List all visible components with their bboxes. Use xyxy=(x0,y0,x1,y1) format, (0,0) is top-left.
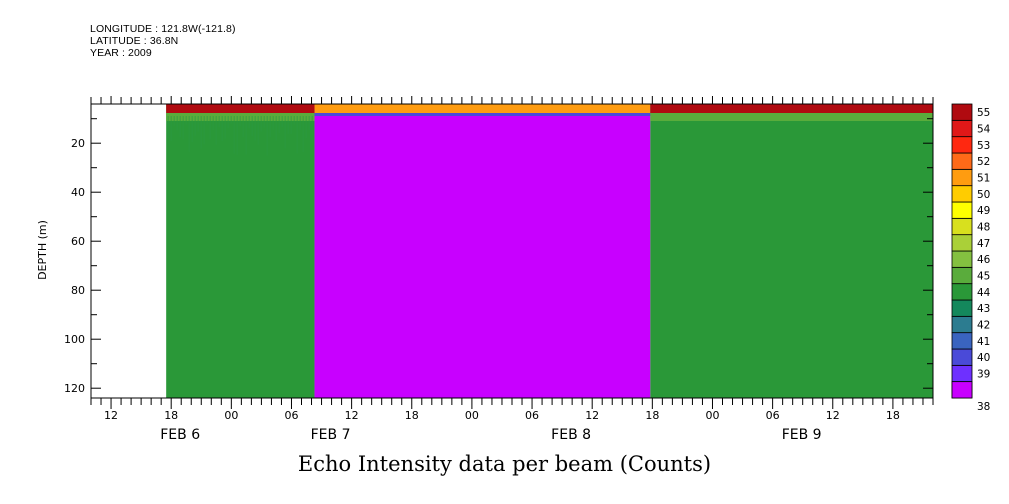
x-tick-label: 18 xyxy=(645,409,659,422)
colorbar-swatch xyxy=(951,381,973,399)
colorbar-swatch xyxy=(951,283,973,301)
colorbar-label: 42 xyxy=(977,320,990,332)
date-label: FEB 7 xyxy=(311,427,351,443)
colorbar-swatch xyxy=(951,332,973,350)
y-axis-label: DEPTH (m) xyxy=(36,220,49,280)
colorbar-label: 52 xyxy=(977,156,990,168)
colorbar-label: 48 xyxy=(977,222,990,234)
y-tick-label: 120 xyxy=(64,382,85,395)
y-tick-label: 60 xyxy=(71,235,85,248)
latitude-label: LATITUDE : 36.8N xyxy=(90,35,179,47)
colorbar-swatch xyxy=(951,201,973,219)
colorbar-swatch xyxy=(951,185,973,203)
metadata-block: LONGITUDE : 121.8W(-121.8) LATITUDE : 36… xyxy=(90,23,236,59)
colorbar-swatch xyxy=(951,266,973,285)
heatmap-block-2 xyxy=(314,104,651,398)
x-tick-label: 18 xyxy=(886,409,900,422)
x-tick-label: 18 xyxy=(164,409,178,422)
colorbar-swatch xyxy=(951,136,973,154)
x-tick-label: 00 xyxy=(705,409,719,422)
colorbar-swatch xyxy=(951,152,973,170)
x-tick-label: 06 xyxy=(766,409,780,422)
y-tick-label: 100 xyxy=(64,333,85,346)
colorbar-swatch xyxy=(951,217,973,236)
y-tick-label: 40 xyxy=(71,186,85,199)
colorbar-label: 38 xyxy=(977,401,990,413)
heatmap-block-1 xyxy=(166,104,315,398)
subsurface-band-3 xyxy=(650,113,933,121)
colorbar-swatch xyxy=(951,299,973,317)
colorbar-swatch xyxy=(951,348,973,366)
x-axis: 12 18 00 06 12 18 00 06 12 18 00 06 12 18 FEB 6 FEB 7 FE… xyxy=(90,96,934,443)
longitude-label: LONGITUDE : 121.8W(-121.8) xyxy=(90,23,236,35)
colorbar-label: 40 xyxy=(977,352,990,364)
x-tick-label: 12 xyxy=(345,409,359,422)
colorbar-label: 39 xyxy=(977,369,990,381)
colorbar-label: 41 xyxy=(977,336,990,348)
y-tick-label: 80 xyxy=(71,284,85,297)
colorbar-label: 49 xyxy=(977,205,990,217)
colorbar-swatch xyxy=(951,168,973,187)
subsurface-band-2 xyxy=(314,113,651,116)
surface-band-2 xyxy=(314,104,651,113)
colorbar-label: 53 xyxy=(977,140,990,152)
colorbar-label: 46 xyxy=(977,254,991,266)
date-label: FEB 6 xyxy=(160,427,200,443)
x-tick-label: 00 xyxy=(224,409,238,422)
colorbar-swatch xyxy=(951,119,973,138)
colorbar-label: 51 xyxy=(977,173,990,185)
x-tick-label: 12 xyxy=(104,409,118,422)
colorbar-label: 50 xyxy=(977,189,990,201)
x-tick-label: 00 xyxy=(465,409,479,422)
x-tick-label: 06 xyxy=(525,409,539,422)
colorbar-swatch xyxy=(951,364,973,383)
x-tick-label: 06 xyxy=(284,409,298,422)
colorbar-label: 47 xyxy=(977,238,990,250)
date-label: FEB 9 xyxy=(782,427,822,443)
colorbar-swatch xyxy=(951,103,973,121)
colorbar-swatch xyxy=(951,234,973,252)
colorbar-label: 45 xyxy=(977,271,990,283)
no-data-region xyxy=(91,104,167,398)
colorbar-swatch xyxy=(951,315,973,334)
y-tick-label: 20 xyxy=(71,137,85,150)
colorbar-label: 55 xyxy=(977,107,990,119)
surface-band-1 xyxy=(166,104,315,113)
x-tick-label: 18 xyxy=(405,409,419,422)
chart-title: Echo Intensity data per beam (Counts) xyxy=(297,452,712,476)
heatmap-block-3 xyxy=(650,104,933,398)
y-axis: 20 40 60 80 100 120 xyxy=(64,118,933,395)
colorbar-label: 54 xyxy=(977,124,991,136)
colorbar-label: 44 xyxy=(977,287,991,299)
colorbar: 38 39 40 41 42 43 44 45 46 47 48 49 50 51 52 53 54 55 xyxy=(951,103,991,413)
date-label: FEB 8 xyxy=(551,427,591,443)
surface-band-3 xyxy=(650,104,933,113)
colorbar-swatch xyxy=(951,250,973,268)
plot-area xyxy=(90,103,934,399)
year-label: YEAR : 2009 xyxy=(90,47,152,59)
x-tick-label: 12 xyxy=(585,409,599,422)
colorbar-label: 43 xyxy=(977,303,990,315)
x-tick-label: 12 xyxy=(826,409,840,422)
